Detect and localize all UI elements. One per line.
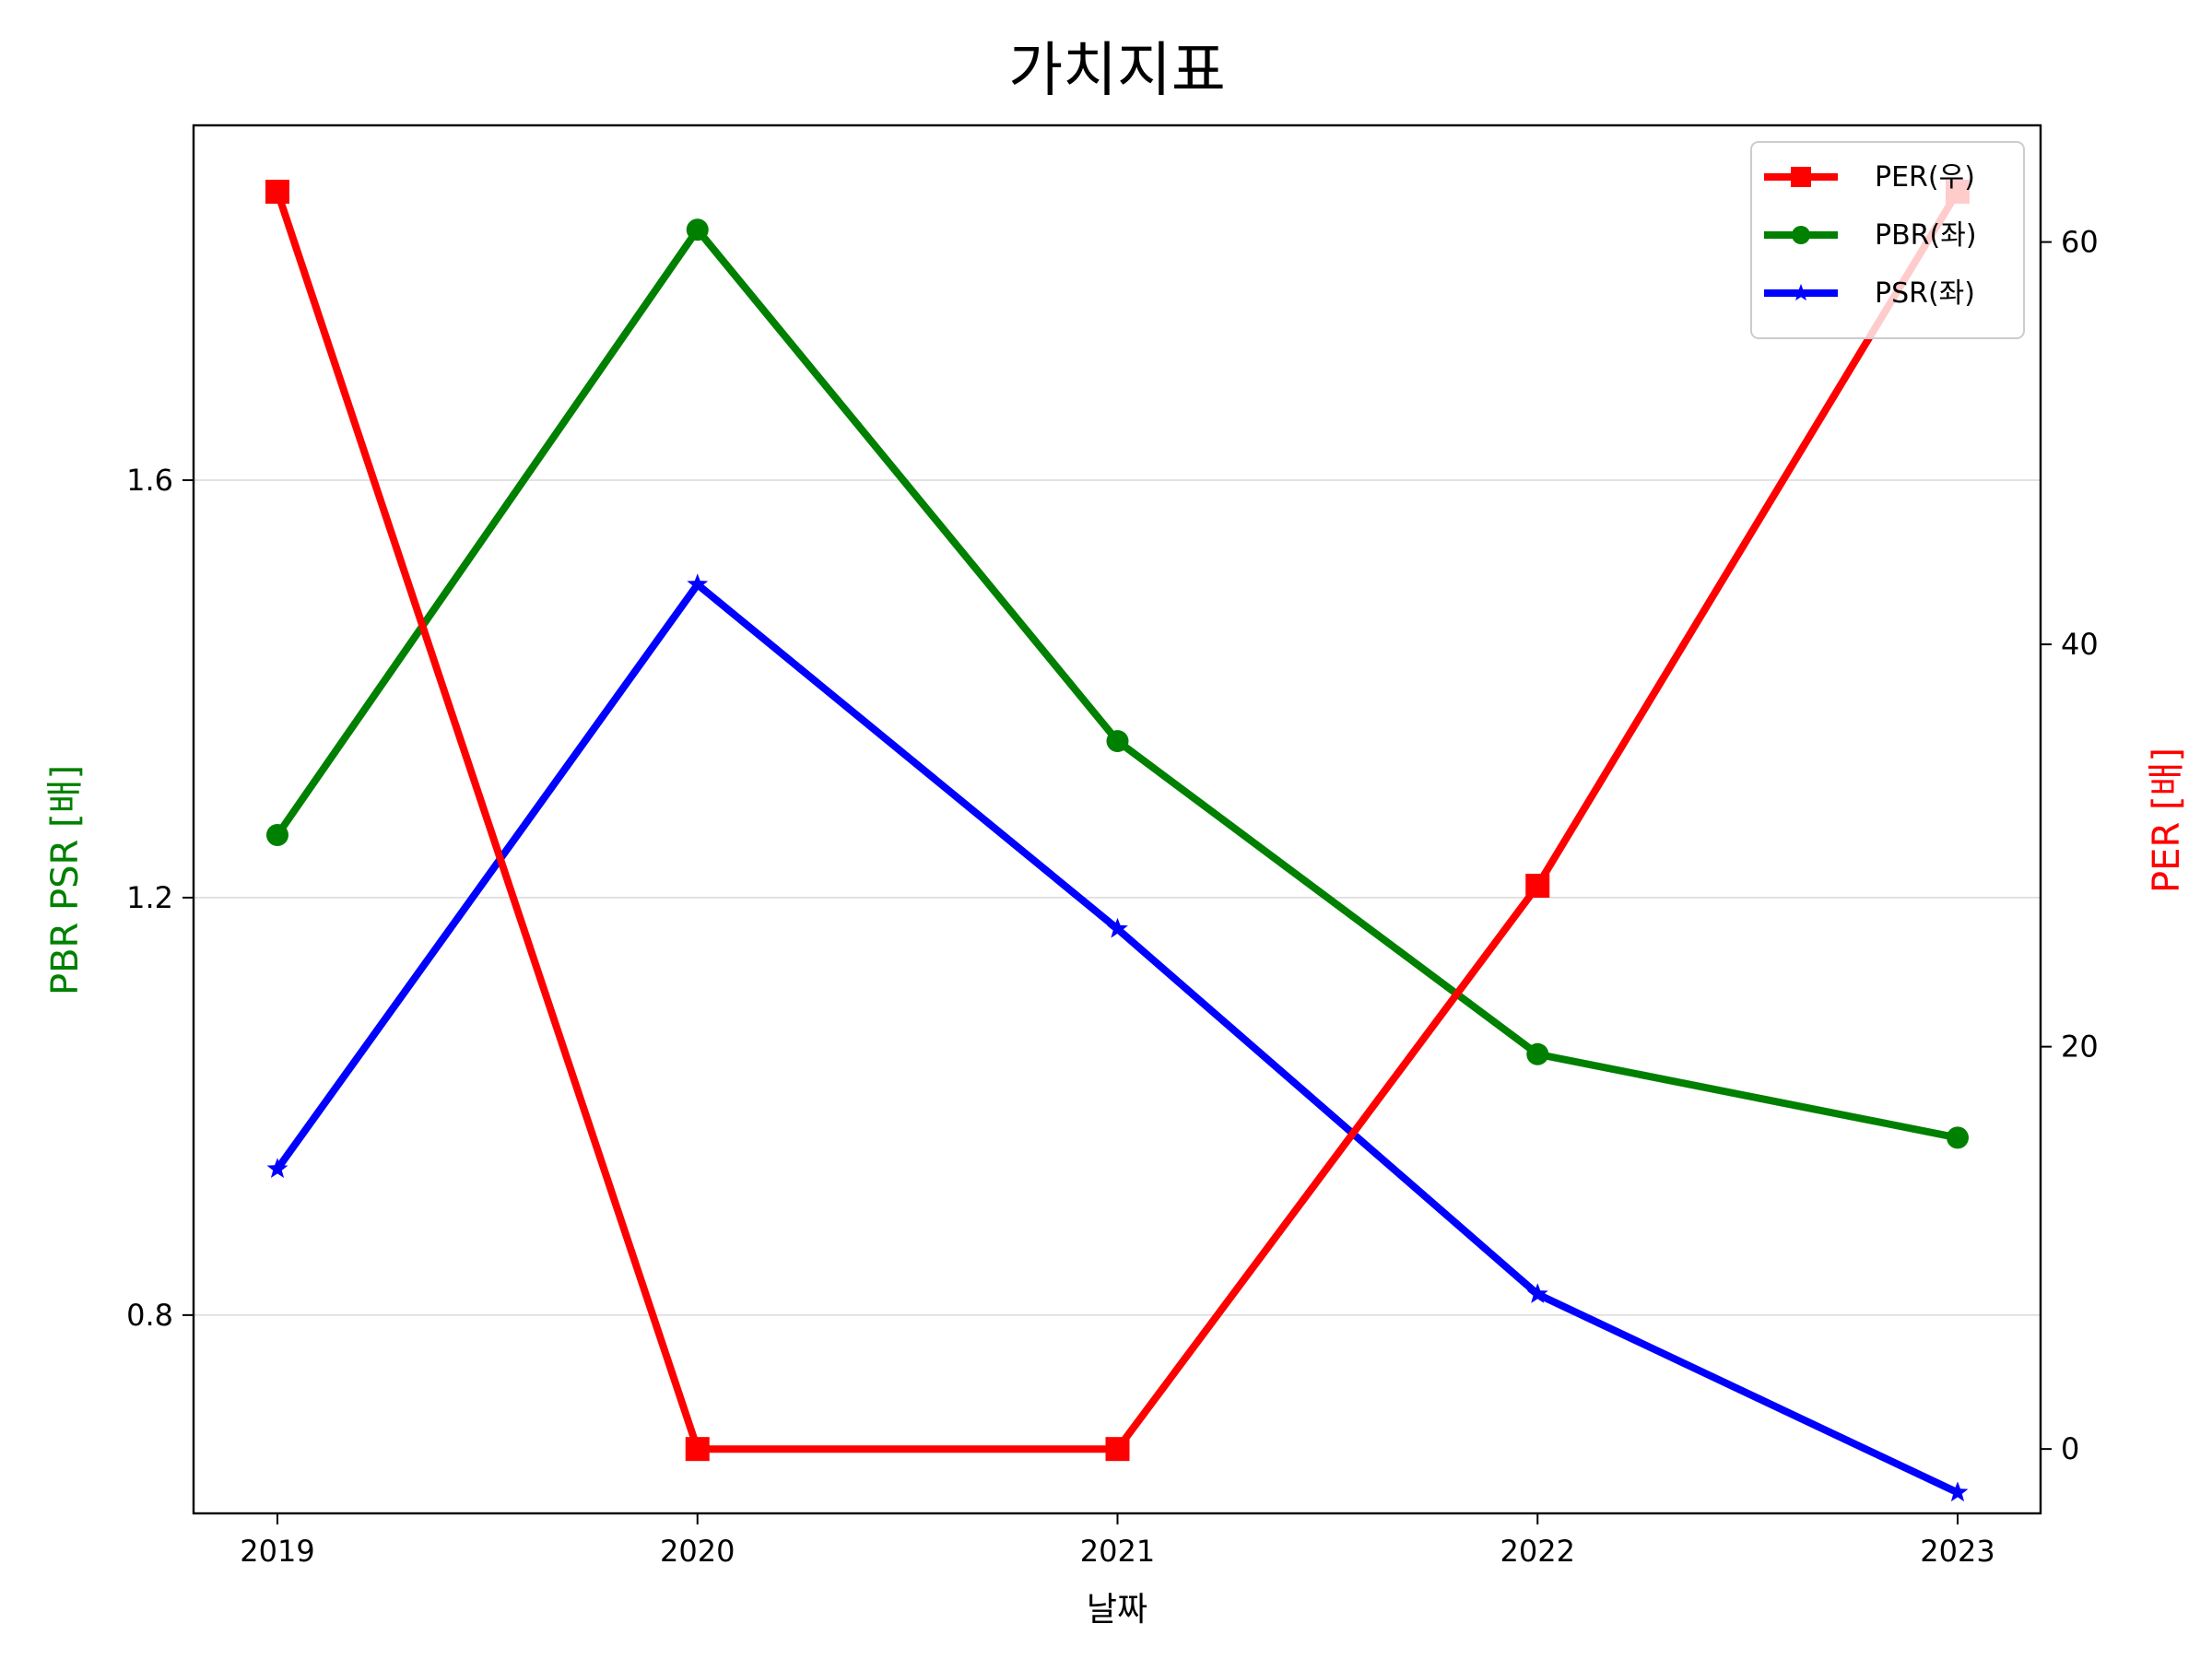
y-right-tick-label: 20 [2061,1030,2099,1065]
data-point [1526,1042,1549,1065]
data-point [1947,1126,1969,1149]
x-tick-label: 2021 [1080,1534,1155,1569]
series-layer [265,180,1970,1502]
grid-lines [194,479,2041,1316]
data-point [685,1437,710,1462]
legend: PER(우) PBR(좌) PSR(좌) [1750,141,2025,339]
data-point [1105,1437,1130,1462]
x-tick-label: 2019 [240,1534,314,1569]
legend-marker [1791,167,1811,187]
y-right-tick-label: 40 [2061,627,2099,662]
y-axis-right-label: PER [배] [2146,747,2188,893]
legend-label: PER(우) [1875,161,1975,194]
x-tick-label: 2020 [660,1534,735,1569]
x-axis-label: 날짜 [1087,1591,1147,1629]
data-point [1107,917,1128,938]
data-point [1525,874,1550,899]
data-point [1106,730,1129,753]
legend-item: PSR(좌) [1764,277,1975,310]
legend-marker [1792,284,1810,301]
y-left-tick-label: 1.2 [126,880,173,915]
chart-title: 가치지표 [1008,37,1226,105]
series-circle [266,218,1969,1149]
legend-box [1750,141,2025,339]
data-point [687,573,709,594]
y-right-tick-label: 60 [2061,225,2099,260]
legend-marker [1792,226,1810,244]
data-point [686,218,709,241]
legend-label: PSR(좌) [1875,277,1975,310]
data-point [266,823,288,846]
legend-item: PBR(좌) [1764,219,1977,252]
legend-label: PBR(좌) [1875,219,1977,252]
y-left-tick-label: 0.8 [126,1298,173,1333]
x-tick-label: 2023 [1920,1534,1994,1569]
y-left-tick-label: 1.6 [126,463,173,498]
y-axis-left-label: PBR PSR [배] [44,765,87,995]
y-right-tick-label: 0 [2061,1431,2079,1466]
axes: 2019 2020 2021 2022 2023 0.8 1.2 1.6 0 20 40 60 [126,225,2099,1569]
series-square [265,180,1970,1462]
legend-item: PER(우) [1764,161,1975,194]
data-point [265,180,289,205]
data-point [266,1158,288,1178]
x-tick-label: 2022 [1500,1534,1575,1569]
data-point [1947,1481,1969,1502]
series-star [266,573,1969,1502]
data-point [1526,1283,1548,1303]
